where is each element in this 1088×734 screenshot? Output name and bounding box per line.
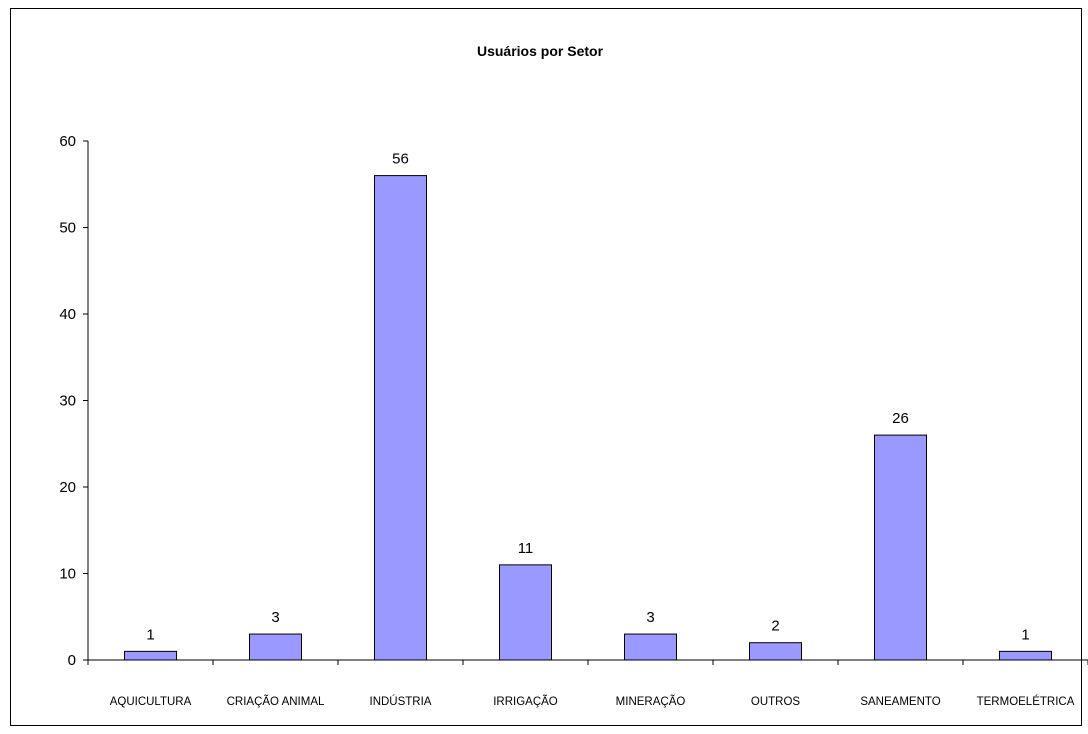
y-tick-label: 20 [59,479,76,496]
data-label: 3 [271,609,279,626]
data-label: 2 [771,618,779,635]
bar [999,650,1052,661]
x-tick-label: OUTROS [751,696,801,708]
axes [83,140,1088,665]
y-tick-label: 30 [59,393,76,410]
y-tick-labels: 0 10 20 30 40 50 60 [59,133,76,669]
y-tick-label: 60 [59,133,76,150]
y-tick-label: 10 [59,566,76,583]
bar [749,642,802,661]
data-label: 26 [892,410,909,427]
x-tick-label: IRRIGAÇÃO [493,695,558,708]
data-label: 1 [146,626,154,643]
y-tick-label: 40 [59,306,76,323]
x-tick-label: AQUICULTURA [110,696,192,708]
bar [249,633,302,661]
x-tick-label: SANEAMENTO [860,696,940,708]
bar [374,175,427,661]
bar [499,564,552,661]
bar [124,650,177,661]
bar [624,633,677,661]
data-label: 56 [392,151,409,168]
x-tick-labels: AQUICULTURA CRIAÇÃO ANIMAL INDÚSTRIA IRRIGA… [110,695,1075,708]
x-tick-label: CRIAÇÃO ANIMAL [227,695,325,708]
data-label: 3 [646,609,654,626]
data-label: 1 [1021,626,1029,643]
bars [124,175,1052,661]
data-labels: 1 3 56 11 3 2 26 1 [146,151,1029,644]
data-label: 11 [518,540,534,557]
y-tick-label: 50 [59,220,76,237]
x-tick-label: MINERAÇÃO [616,695,686,708]
x-tick-label: TERMOELÉTRICA [977,695,1075,708]
y-tick-label: 0 [68,652,76,669]
chart-title: Usuários por Setor [477,43,604,59]
x-tick-label: INDÚSTRIA [370,695,432,708]
bar [874,434,927,661]
